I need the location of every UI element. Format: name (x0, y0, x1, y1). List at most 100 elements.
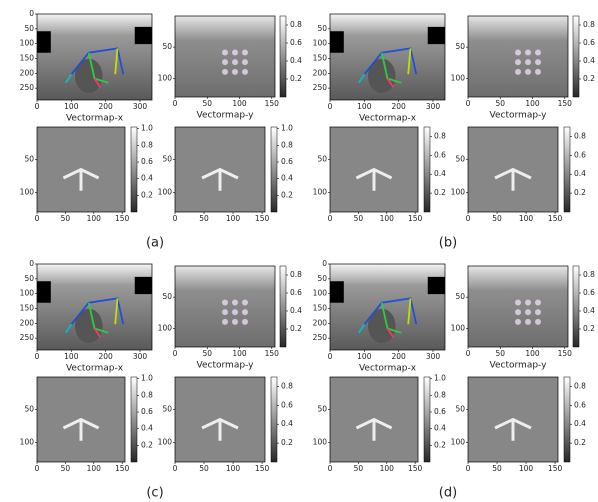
y-tick-label: 50 (317, 155, 327, 164)
y-tick-label: 250 (313, 83, 328, 92)
colorbar-tick-label: 0.2 (281, 190, 293, 199)
colorbar (271, 377, 277, 462)
colorbar-tick-label: 0.4 (583, 306, 595, 315)
colorbar-tick-label: 0.8 (141, 390, 153, 399)
y-tick-label: 150 (20, 303, 35, 312)
colorbar-tick-label: 0.8 (281, 140, 293, 149)
keypoint-blob (535, 319, 541, 325)
keypoint-blob (232, 59, 238, 65)
keypoint-blob (535, 299, 541, 305)
colorbar-tick-label: 0.4 (574, 419, 586, 428)
y-tick-label: 200 (313, 68, 328, 77)
x-tick-label: 50 (202, 99, 212, 108)
colorbar-tick-label: 0.2 (141, 190, 153, 199)
colorbar-tick-label: 0.4 (281, 174, 293, 183)
axis-label: Vectormap-y (197, 111, 255, 121)
keypoint-blob (525, 69, 531, 75)
x-tick-label: 100 (519, 464, 534, 473)
y-tick-label: 50 (317, 405, 327, 414)
x-tick-label: 0 (328, 102, 333, 111)
colorbar-tick-label: 0.4 (434, 169, 446, 178)
y-tick-label: 250 (20, 333, 35, 342)
subfigure-label: (c) (146, 486, 163, 501)
y-tick-label: 100 (451, 73, 466, 82)
colorbar (573, 266, 579, 347)
colorbar (131, 127, 137, 212)
colorbar-tick-label: 1.0 (281, 124, 293, 133)
x-tick-label: 100 (64, 352, 79, 361)
x-tick-label: 0 (466, 214, 471, 223)
y-tick-label: 50 (455, 155, 465, 164)
y-tick-label: 150 (313, 53, 328, 62)
colorbar (271, 127, 277, 212)
colorbar-tick-label: 0.2 (141, 440, 153, 449)
colorbar-tick-label: 0.2 (290, 324, 302, 333)
colorbar-tick-label: 0.8 (434, 131, 446, 140)
y-tick-label: 50 (455, 42, 465, 51)
y-tick-label: 100 (20, 437, 35, 446)
x-tick-label: 100 (525, 349, 540, 358)
x-tick-label: 150 (558, 99, 573, 108)
y-tick-label: 100 (451, 187, 466, 196)
figure: (a)0100200300050100150200250Vectormap-x0… (0, 0, 598, 502)
x-tick-label: 0 (466, 349, 471, 358)
keypoint-blob (242, 69, 248, 75)
keypoint-blob (222, 49, 228, 55)
x-tick-label: 300 (426, 352, 441, 361)
colorbar-tick-label: 0.8 (574, 381, 586, 390)
colorbar (564, 127, 570, 212)
colorbar-tick-label: 0.6 (574, 150, 586, 159)
colorbar (280, 16, 286, 97)
keypoint-blob (242, 309, 248, 315)
keypoint-blob (232, 69, 238, 75)
y-tick-label: 50 (24, 24, 34, 33)
keypoint-blob (515, 49, 521, 55)
x-tick-label: 50 (61, 214, 71, 223)
y-tick-label: 150 (313, 303, 328, 312)
x-tick-label: 0 (35, 352, 40, 361)
y-tick-label: 50 (24, 155, 34, 164)
x-tick-label: 50 (492, 214, 502, 223)
colorbar-tick-label: 0.6 (281, 400, 293, 409)
x-tick-label: 50 (492, 464, 502, 473)
x-tick-label: 150 (548, 464, 563, 473)
colorbar-tick-label: 0.6 (574, 400, 586, 409)
y-tick-label: 50 (162, 155, 172, 164)
x-tick-label: 100 (232, 349, 247, 358)
colorbar-tick-label: 0.8 (290, 270, 302, 279)
x-tick-label: 0 (35, 102, 40, 111)
x-tick-label: 100 (226, 464, 241, 473)
keypoint-blob (232, 49, 238, 55)
y-tick-label: 200 (313, 318, 328, 327)
axis-label: Vectormap-y (490, 111, 548, 121)
x-tick-label: 150 (115, 214, 130, 223)
keypoint-blob (525, 59, 531, 65)
x-tick-label: 100 (232, 99, 247, 108)
keypoint-blob (525, 319, 531, 325)
colorbar-tick-label: 0.2 (290, 74, 302, 83)
x-tick-label: 300 (133, 102, 148, 111)
x-tick-label: 50 (61, 464, 71, 473)
y-tick-label: 200 (20, 68, 35, 77)
x-tick-label: 0 (328, 464, 333, 473)
keypoint-blob (515, 319, 521, 325)
keypoint-blob (222, 319, 228, 325)
keypoint-blob (242, 299, 248, 305)
x-tick-label: 150 (408, 464, 423, 473)
keypoint-blob (222, 69, 228, 75)
keypoint-blob (242, 319, 248, 325)
axis-label: Vectormap-x (66, 364, 124, 374)
x-tick-label: 50 (202, 349, 212, 358)
x-tick-label: 50 (199, 214, 209, 223)
colorbar-tick-label: 0.8 (574, 131, 586, 140)
colorbar-tick-label: 0.8 (290, 20, 302, 29)
x-tick-label: 150 (408, 214, 423, 223)
colorbar-tick-label: 0.4 (290, 56, 302, 65)
x-tick-label: 100 (87, 214, 102, 223)
y-tick-label: 100 (20, 187, 35, 196)
colorbar-tick-label: 0.4 (141, 424, 153, 433)
colorbar-tick-label: 0.8 (583, 20, 595, 29)
y-tick-label: 100 (313, 187, 328, 196)
x-tick-label: 50 (354, 464, 364, 473)
